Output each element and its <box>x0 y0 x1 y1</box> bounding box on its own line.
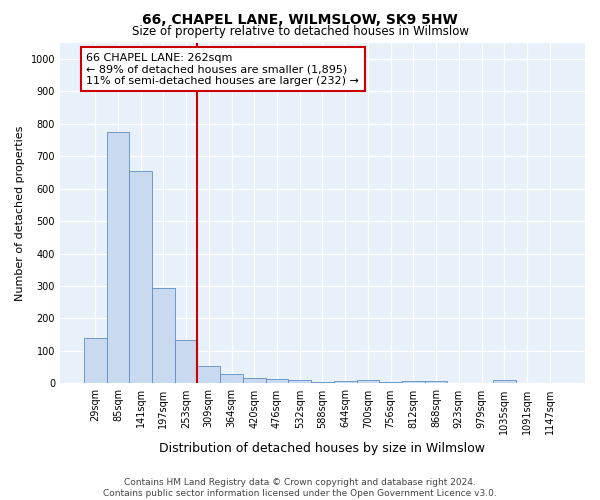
Text: Size of property relative to detached houses in Wilmslow: Size of property relative to detached ho… <box>131 25 469 38</box>
Text: Contains HM Land Registry data © Crown copyright and database right 2024.
Contai: Contains HM Land Registry data © Crown c… <box>103 478 497 498</box>
Text: 66, CHAPEL LANE, WILMSLOW, SK9 5HW: 66, CHAPEL LANE, WILMSLOW, SK9 5HW <box>142 12 458 26</box>
Bar <box>334 381 356 384</box>
Bar <box>84 338 107 384</box>
Bar <box>493 380 515 384</box>
Bar <box>197 366 220 384</box>
X-axis label: Distribution of detached houses by size in Wilmslow: Distribution of detached houses by size … <box>160 442 485 455</box>
Bar <box>402 381 425 384</box>
Bar <box>311 382 334 384</box>
Bar <box>243 378 266 384</box>
Bar <box>175 340 197 384</box>
Bar <box>356 380 379 384</box>
Y-axis label: Number of detached properties: Number of detached properties <box>15 126 25 300</box>
Bar <box>289 380 311 384</box>
Bar <box>266 378 289 384</box>
Bar <box>220 374 243 384</box>
Bar <box>129 171 152 384</box>
Bar <box>425 381 448 384</box>
Bar <box>107 132 129 384</box>
Bar <box>152 288 175 384</box>
Bar <box>379 382 402 384</box>
Text: 66 CHAPEL LANE: 262sqm
← 89% of detached houses are smaller (1,895)
11% of semi-: 66 CHAPEL LANE: 262sqm ← 89% of detached… <box>86 52 359 86</box>
